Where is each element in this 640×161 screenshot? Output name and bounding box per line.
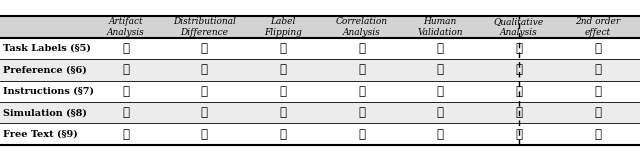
Text: 2nd order
effect: 2nd order effect	[575, 17, 620, 37]
Text: ✗: ✗	[122, 63, 129, 76]
Text: Human
Validation: Human Validation	[417, 17, 463, 37]
Text: ✗: ✗	[280, 63, 287, 76]
Text: Instructions (§7): Instructions (§7)	[3, 87, 94, 96]
Text: ✓: ✓	[515, 128, 522, 141]
Bar	[0, 80, 640, 102]
Bar	[0, 38, 640, 59]
Text: ✓: ✓	[201, 85, 208, 98]
Text: Distributional
Difference: Distributional Difference	[173, 17, 236, 37]
Text: ✓: ✓	[280, 128, 287, 141]
Text: ✓: ✓	[201, 128, 208, 141]
Text: ✗: ✗	[436, 63, 444, 76]
Text: Artifact
Analysis: Artifact Analysis	[107, 17, 145, 37]
Text: ✓: ✓	[594, 85, 601, 98]
Bar	[0, 102, 640, 123]
Text: ✓: ✓	[594, 42, 601, 55]
Text: ✓: ✓	[201, 63, 208, 76]
Text: ✗: ✗	[436, 42, 444, 55]
Text: Preference (§6): Preference (§6)	[3, 65, 87, 74]
Text: ✓: ✓	[358, 63, 365, 76]
Bar	[0, 123, 640, 145]
Text: ✗: ✗	[594, 106, 601, 119]
Text: ✗: ✗	[358, 128, 365, 141]
Text: ✓: ✓	[515, 63, 522, 76]
Text: Correlation
Analysis: Correlation Analysis	[335, 17, 388, 37]
Text: ✗: ✗	[358, 85, 365, 98]
Text: ✓: ✓	[515, 106, 522, 119]
Text: ✓: ✓	[280, 106, 287, 119]
Text: ✓: ✓	[515, 85, 522, 98]
Bar	[0, 16, 640, 38]
Text: Task Labels (§5): Task Labels (§5)	[3, 44, 91, 53]
Text: ✓: ✓	[436, 85, 444, 98]
Text: Qualitative
Analysis: Qualitative Analysis	[493, 17, 544, 37]
Text: ✓: ✓	[122, 106, 129, 119]
Text: Free Text (§9): Free Text (§9)	[3, 130, 78, 139]
Text: ✓: ✓	[122, 128, 129, 141]
Text: ✓: ✓	[201, 42, 208, 55]
Text: ✓: ✓	[594, 63, 601, 76]
Text: ✓: ✓	[358, 42, 365, 55]
Text: ✓: ✓	[358, 106, 365, 119]
Text: ✗: ✗	[436, 128, 444, 141]
Text: ✗: ✗	[122, 42, 129, 55]
Text: ✗: ✗	[201, 106, 208, 119]
Bar	[0, 59, 640, 80]
Text: ✗: ✗	[122, 85, 129, 98]
Text: ✓: ✓	[436, 106, 444, 119]
Text: ✓: ✓	[515, 42, 522, 55]
Text: Label
Flipping: Label Flipping	[264, 17, 302, 37]
Text: Simulation (§8): Simulation (§8)	[3, 108, 87, 117]
Text: ✗: ✗	[280, 85, 287, 98]
Text: ✓: ✓	[594, 128, 601, 141]
Text: ✓: ✓	[280, 42, 287, 55]
